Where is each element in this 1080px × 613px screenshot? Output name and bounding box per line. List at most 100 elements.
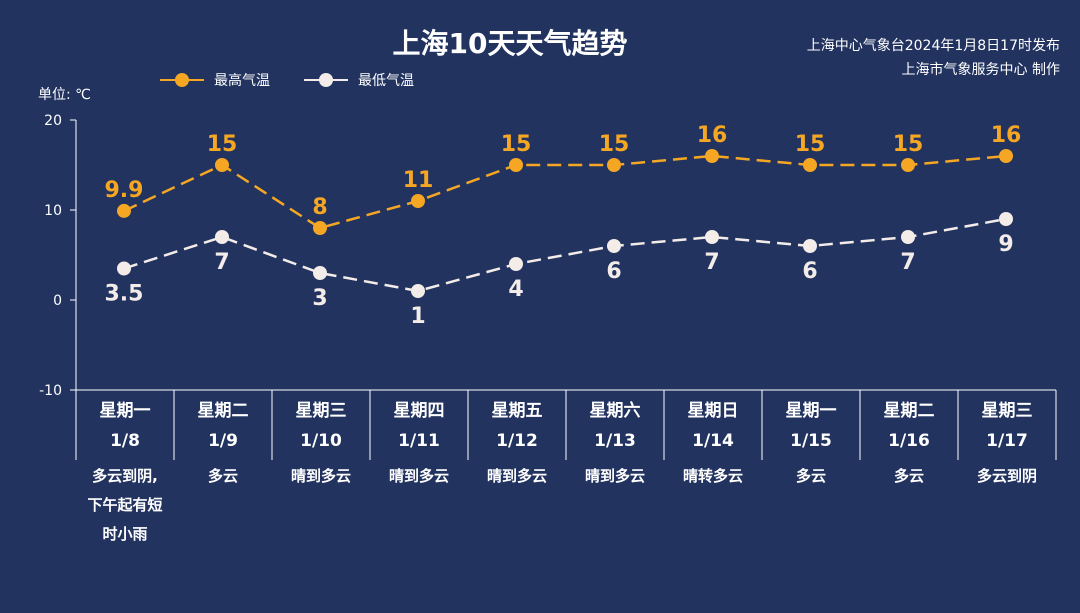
x-tick-label: 星期一 1/15	[762, 396, 860, 456]
legend-item-high: 最高气温	[160, 70, 270, 90]
weather-description-line: 晴到多云	[584, 467, 645, 485]
low-temp-point	[117, 261, 131, 276]
legend-label-low: 最低气温	[358, 73, 414, 89]
high-temp-data-label: 15	[599, 132, 630, 157]
low-temp-data-label: 7	[704, 250, 719, 275]
low-temp-data-label: 7	[900, 250, 915, 275]
low-temp-point	[313, 266, 327, 280]
low-temp-data-label: 9	[998, 232, 1013, 257]
y-tick-label: -10	[39, 383, 62, 399]
weekday-label: 星期六	[589, 401, 641, 421]
legend-label-high: 最高气温	[214, 73, 270, 89]
date-label: 1/10	[300, 431, 342, 451]
weekday-label: 星期五	[491, 401, 543, 421]
low-temp-point	[607, 239, 621, 253]
low-temp-line	[123, 217, 1007, 293]
x-tick-label: 星期一 1/8	[76, 396, 174, 456]
low-temp-point	[411, 284, 425, 298]
weather-description-line: 晴转多云	[682, 467, 743, 485]
x-tick-label: 星期日 1/14	[664, 396, 762, 456]
high-temp-data-label: 15	[893, 132, 924, 157]
source-line-producer: 上海市气象服务中心 制作	[901, 62, 1060, 78]
low-temp-point	[215, 230, 229, 244]
weekday-label: 星期三	[295, 401, 347, 421]
high-temp-point	[215, 158, 229, 172]
legend-marker-high	[160, 73, 204, 87]
low-temp-data-label: 6	[802, 259, 817, 284]
weather-description: 晴到多云	[370, 462, 468, 491]
weather-description-line: 多云	[893, 467, 924, 485]
date-label: 1/16	[888, 431, 930, 451]
date-label: 1/9	[208, 431, 238, 451]
weather-description-line: 多云	[207, 467, 238, 485]
chart-title: 上海10天天气趋势	[392, 27, 628, 60]
high-temp-point	[999, 149, 1013, 163]
weekday-label: 星期一	[785, 401, 837, 421]
high-temp-data-label: 11	[403, 168, 434, 193]
high-temp-point	[803, 158, 817, 172]
weekday-label: 星期一	[99, 401, 151, 421]
legend-item-low: 最低气温	[304, 70, 414, 90]
high-temp-point	[705, 149, 719, 163]
source-line-issuer: 上海中心气象台2024年1月8日17时发布	[806, 38, 1060, 54]
weekday-label: 星期二	[197, 401, 249, 421]
legend-marker-low	[304, 73, 348, 87]
weather-description: 晴到多云	[468, 462, 566, 491]
y-tick-label: 10	[44, 203, 62, 219]
weather-description-line: 晴到多云	[388, 467, 449, 485]
weather-description: 多云到阴, 下午起有短时小雨	[76, 462, 174, 549]
weather-description-line: 下午起有短	[87, 496, 163, 514]
weather-description-line: 多云	[795, 467, 826, 485]
date-label: 1/15	[790, 431, 832, 451]
x-tick-label: 星期三 1/17	[958, 396, 1056, 456]
x-tick-label: 星期三 1/10	[272, 396, 370, 456]
low-temp-point	[705, 230, 719, 244]
high-temp-point	[509, 158, 523, 172]
weather-description-line: 时小雨	[102, 525, 148, 543]
date-label: 1/13	[594, 431, 636, 451]
high-temp-data-label: 15	[501, 132, 532, 157]
date-label: 1/8	[110, 431, 140, 451]
high-temp-data-label: 16	[697, 123, 728, 148]
weekday-label: 星期三	[981, 401, 1033, 421]
low-temp-data-label: 4	[508, 277, 523, 302]
x-tick-label: 星期二 1/9	[174, 396, 272, 456]
high-temp-line	[123, 154, 1007, 230]
low-temp-data-label: 1	[410, 304, 425, 329]
weekday-label: 星期四	[393, 401, 445, 421]
x-tick-label: 星期五 1/12	[468, 396, 566, 456]
weather-description: 多云	[762, 462, 860, 491]
low-temp-point	[803, 239, 817, 253]
x-tick-label: 星期四 1/11	[370, 396, 468, 456]
weekday-label: 星期二	[883, 401, 935, 421]
source-info: 上海中心气象台2024年1月8日17时发布 上海市气象服务中心 制作	[807, 34, 1060, 82]
high-temp-point	[901, 158, 915, 172]
high-temp-point	[313, 221, 327, 235]
low-temp-point	[509, 257, 523, 271]
y-tick-label: 0	[53, 293, 62, 309]
low-temp-data-label: 7	[214, 250, 229, 275]
date-label: 1/14	[692, 431, 734, 451]
weather-description: 多云	[860, 462, 958, 491]
weather-description-line: 多云到阴,	[92, 467, 158, 485]
high-temp-point	[411, 194, 425, 208]
weather-description-line: 晴到多云	[486, 467, 547, 485]
unit-label: 单位: ℃	[38, 87, 91, 103]
high-temp-data-label: 15	[795, 132, 826, 157]
weather-description: 晴到多云	[272, 462, 370, 491]
weekday-label: 星期日	[687, 401, 739, 421]
date-label: 1/17	[986, 431, 1028, 451]
x-tick-label: 星期六 1/13	[566, 396, 664, 456]
weather-description: 晴到多云	[566, 462, 664, 491]
date-label: 1/12	[496, 431, 538, 451]
high-temp-data-label: 15	[207, 132, 238, 157]
y-tick-label: 20	[44, 113, 62, 129]
high-temp-point	[117, 203, 131, 218]
high-temp-data-label: 16	[991, 123, 1022, 148]
high-temp-point	[607, 158, 621, 172]
weather-description: 晴转多云	[664, 462, 762, 491]
low-temp-point	[999, 212, 1013, 226]
high-temp-data-label: 8	[312, 195, 327, 220]
low-temp-data-label: 3	[312, 286, 327, 311]
